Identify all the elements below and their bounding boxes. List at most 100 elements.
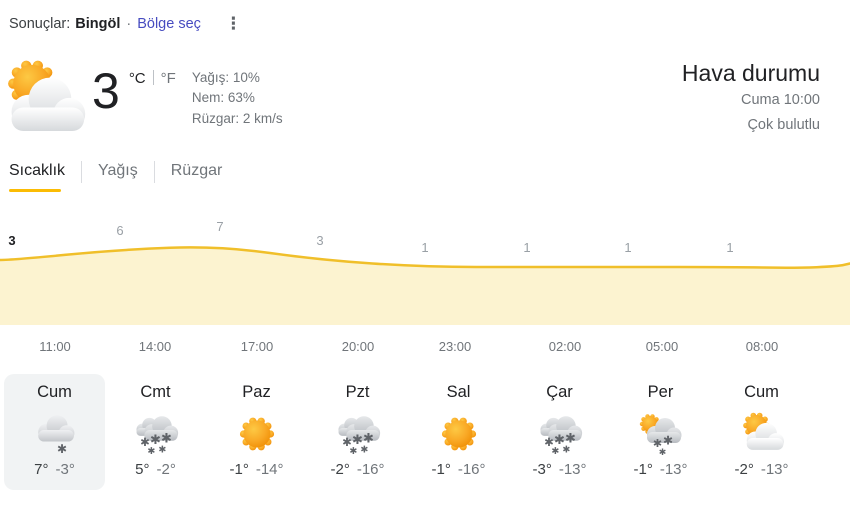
chart-time-axis: 11:00 14:00 17:00 20:00 23:00 02:00 05:00 08:00: [0, 330, 850, 364]
day-temperatures: 5° -2°: [105, 461, 206, 478]
svg-text:✱: ✱: [352, 433, 363, 448]
svg-text:✱: ✱: [147, 446, 155, 457]
forecast-day-card[interactable]: Cum ✱ 7° -3°: [4, 374, 105, 490]
separator-dot: ·: [126, 15, 132, 32]
chart-value-label: 3: [8, 233, 16, 248]
chart-value-label: 3: [316, 233, 324, 248]
svg-text:✱: ✱: [342, 435, 352, 449]
day-low-temp: -2°: [156, 461, 176, 478]
chart-value-label: 6: [116, 223, 124, 238]
chart-tabs: Sıcaklık Yağış Rüzgar: [9, 160, 850, 192]
more-options-icon[interactable]: ⋮: [224, 14, 242, 33]
snow-icon: ✱ ✱ ✱ ✱ ✱: [334, 409, 382, 457]
svg-text:✱: ✱: [56, 442, 66, 456]
day-high-temp: -1°: [431, 461, 451, 478]
precipitation-stat: Yağış: 10%: [191, 70, 260, 85]
day-low-temp: -13°: [558, 461, 587, 478]
day-name: Sal: [446, 383, 471, 401]
unit-celsius[interactable]: °C: [128, 70, 146, 87]
chart-time-label: 23:00: [438, 339, 472, 354]
day-high-temp: -2°: [330, 461, 350, 478]
current-weather-icon: [2, 58, 86, 140]
chart-time-label: 17:00: [240, 339, 274, 354]
day-high-temp: -3°: [532, 461, 552, 478]
forecast-day-card[interactable]: Per ✱ ✱ ✱ -1° -13°: [610, 374, 711, 490]
day-temperatures: -1° -16°: [408, 461, 509, 478]
location-name: Bingöl: [75, 15, 121, 32]
chart-value-label: 1: [726, 240, 734, 255]
widget-header: Hava durumu Cuma 10:00 Çok bulutlu: [682, 60, 820, 137]
tab-divider: [81, 161, 83, 183]
results-label: Sonuçlar:: [9, 15, 71, 32]
day-temperatures: -3° -13°: [509, 461, 610, 478]
day-low-temp: -16°: [356, 461, 385, 478]
forecast-day-card[interactable]: Paz -1° -14°: [206, 374, 307, 490]
chart-time-label: 08:00: [745, 339, 779, 354]
svg-text:✱: ✱: [349, 446, 357, 457]
wind-stat: Rüzgar: 2 km/s: [191, 110, 283, 126]
chart-value-label: 1: [421, 240, 429, 255]
daily-forecast: Cum ✱ 7° -3° Cmt ✱ ✱ ✱ ✱ ✱ 5° -2° Paz -1° -14° …: [4, 374, 850, 490]
day-low-temp: -13°: [659, 461, 688, 478]
forecast-day-card[interactable]: Pzt ✱ ✱ ✱ ✱ ✱ -2° -16°: [307, 374, 408, 490]
day-name: Paz: [242, 383, 271, 401]
temperature-area-chart: [0, 246, 850, 325]
chart-value-label: 1: [624, 240, 632, 255]
day-low-temp: -16°: [457, 461, 486, 478]
forecast-day-card[interactable]: Cum -2° -13°: [711, 374, 812, 490]
day-high-temp: -2°: [734, 461, 754, 478]
day-temperatures: -2° -13°: [711, 461, 812, 478]
day-name: Cmt: [140, 383, 171, 401]
sunny-icon: [435, 409, 483, 457]
day-high-temp: -1°: [229, 461, 249, 478]
snow-icon: ✱ ✱ ✱ ✱ ✱: [536, 409, 584, 457]
tab-ruzgar[interactable]: Rüzgar: [170, 162, 223, 179]
day-high-temp: -1°: [633, 461, 653, 478]
svg-text:✱: ✱: [360, 445, 368, 456]
current-stats: Yağış: 10% Nem: 63% Rüzgar: 2 km/s: [192, 68, 283, 129]
svg-text:✱: ✱: [140, 435, 150, 449]
current-condition-text: Çok bulutlu: [747, 116, 820, 133]
cloud-light-snow-icon: ✱: [31, 409, 79, 457]
day-temperatures: 7° -3°: [4, 461, 105, 478]
svg-text:✱: ✱: [161, 432, 172, 447]
day-name: Cum: [37, 383, 72, 401]
results-bar: Sonuçlar: Bingöl · Bölge seç ⋮: [0, 0, 850, 34]
svg-text:✱: ✱: [652, 437, 661, 450]
chart-time-label: 02:00: [548, 339, 582, 354]
tab-sicaklik[interactable]: Sıcaklık: [9, 160, 81, 192]
current-datetime: Cuma 10:00: [741, 92, 820, 108]
day-temperatures: -1° -13°: [610, 461, 711, 478]
day-name: Per: [647, 383, 674, 401]
forecast-day-card[interactable]: Çar ✱ ✱ ✱ ✱ ✱ -3° -13°: [509, 374, 610, 490]
svg-text:✱: ✱: [150, 433, 161, 448]
chart-time-label: 14:00: [138, 339, 172, 354]
widget-title: Hava durumu: [681, 60, 820, 86]
humidity-stat: Nem: 63%: [191, 90, 255, 106]
sun-behind-cloud-icon: [738, 409, 786, 457]
day-name: Çar: [546, 383, 573, 401]
sunny-icon: [233, 409, 281, 457]
chart-area-fill: [0, 247, 850, 325]
chart-line: [0, 246, 850, 269]
day-low-temp: -14°: [255, 461, 284, 478]
current-temperature: 3: [92, 63, 120, 119]
forecast-day-card[interactable]: Cmt ✱ ✱ ✱ ✱ ✱ 5° -2°: [105, 374, 206, 490]
day-high-temp: 7°: [34, 461, 49, 478]
forecast-day-card[interactable]: Sal -1° -16°: [408, 374, 509, 490]
day-temperatures: -2° -16°: [307, 461, 408, 478]
snow-icon: ✱ ✱ ✱ ✱ ✱: [132, 409, 180, 457]
select-region-link[interactable]: Bölge seç: [137, 15, 201, 32]
svg-text:✱: ✱: [662, 434, 672, 448]
sun-snow-showers-icon: ✱ ✱ ✱: [637, 409, 685, 457]
tab-yagis[interactable]: Yağış: [98, 162, 138, 179]
temperature-chart[interactable]: 3 6 7 3 1 1 1 1: [0, 219, 850, 330]
svg-text:✱: ✱: [554, 433, 565, 448]
tab-divider: [153, 161, 155, 183]
day-low-temp: -13°: [760, 461, 789, 478]
unit-fahrenheit[interactable]: °F: [160, 70, 176, 87]
chart-time-label: 05:00: [645, 339, 679, 354]
day-low-temp: -3°: [55, 461, 75, 478]
svg-text:✱: ✱: [544, 435, 554, 449]
unit-divider: [152, 70, 154, 85]
